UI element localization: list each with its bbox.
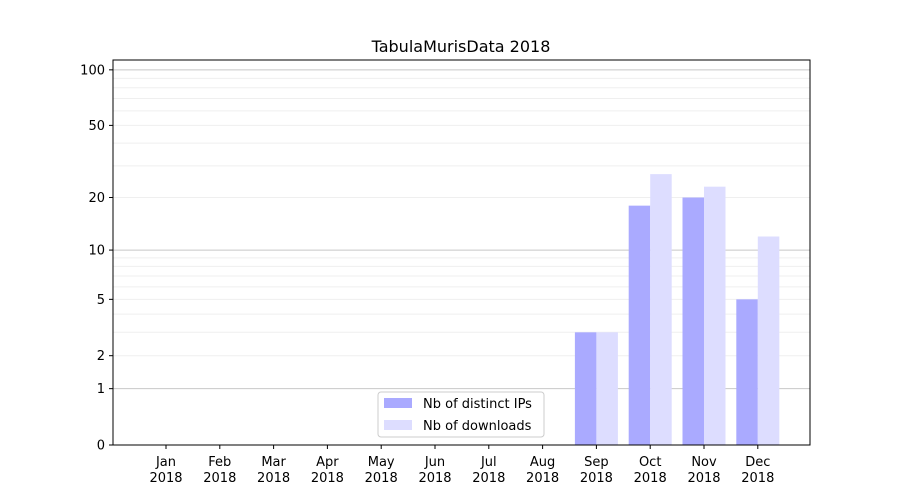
bars bbox=[574, 174, 780, 446]
bar-downloads bbox=[650, 174, 672, 445]
x-tick-label: Aug 2018 bbox=[526, 455, 559, 486]
x-tick-label: Dec 2018 bbox=[741, 455, 774, 486]
x-tick-label: Nov 2018 bbox=[687, 455, 720, 486]
x-tick-label: Oct 2018 bbox=[634, 455, 667, 486]
y-tick-label: 100 bbox=[80, 63, 105, 78]
y-tick-label: 0 bbox=[97, 439, 105, 454]
legend: Nb of distinct IPs Nb of downloads bbox=[377, 391, 545, 438]
legend-label-ips: Nb of distinct IPs bbox=[423, 397, 532, 412]
legend-box bbox=[377, 391, 545, 438]
y-tick-label: 50 bbox=[88, 119, 105, 134]
y-tick-label: 20 bbox=[88, 191, 105, 206]
bar-downloads bbox=[704, 186, 726, 446]
x-axis: Jan 2018 Feb 2018 Mar 2018 Apr 2018 May 2018 Jun 20… bbox=[149, 445, 774, 486]
plot-frame bbox=[112, 59, 811, 446]
x-tick-label: Sep 2018 bbox=[580, 455, 613, 486]
chart-title: TabulaMurisData 2018 bbox=[371, 37, 551, 56]
bar-distinct-ips bbox=[574, 332, 597, 445]
bar-distinct-ips bbox=[682, 197, 704, 445]
bar-distinct-ips bbox=[628, 205, 651, 445]
bar-downloads bbox=[757, 236, 780, 445]
y-axis: 0 1 2 5 10 20 50 100 bbox=[80, 63, 113, 454]
x-tick-label: May 2018 bbox=[365, 455, 398, 486]
x-tick-label: Feb 2018 bbox=[203, 455, 236, 486]
x-tick-label: Apr 2018 bbox=[311, 455, 344, 486]
y-tick-label: 1 bbox=[97, 382, 105, 397]
grid bbox=[113, 69, 810, 390]
bar-distinct-ips bbox=[736, 299, 758, 445]
x-tick-label: Mar 2018 bbox=[257, 455, 290, 486]
y-tick-label: 5 bbox=[97, 293, 105, 308]
y-tick-label: 10 bbox=[88, 244, 105, 259]
x-tick-label: Jul 2018 bbox=[472, 455, 505, 486]
legend-label-downloads: Nb of downloads bbox=[423, 419, 532, 434]
legend-swatch-ips bbox=[384, 398, 412, 408]
legend-swatch-downloads bbox=[384, 420, 412, 430]
x-tick-label: Jan 2018 bbox=[149, 455, 182, 486]
x-tick-label: Jun 2018 bbox=[418, 455, 451, 486]
bar-downloads bbox=[596, 332, 618, 445]
y-tick-label: 2 bbox=[97, 349, 105, 364]
